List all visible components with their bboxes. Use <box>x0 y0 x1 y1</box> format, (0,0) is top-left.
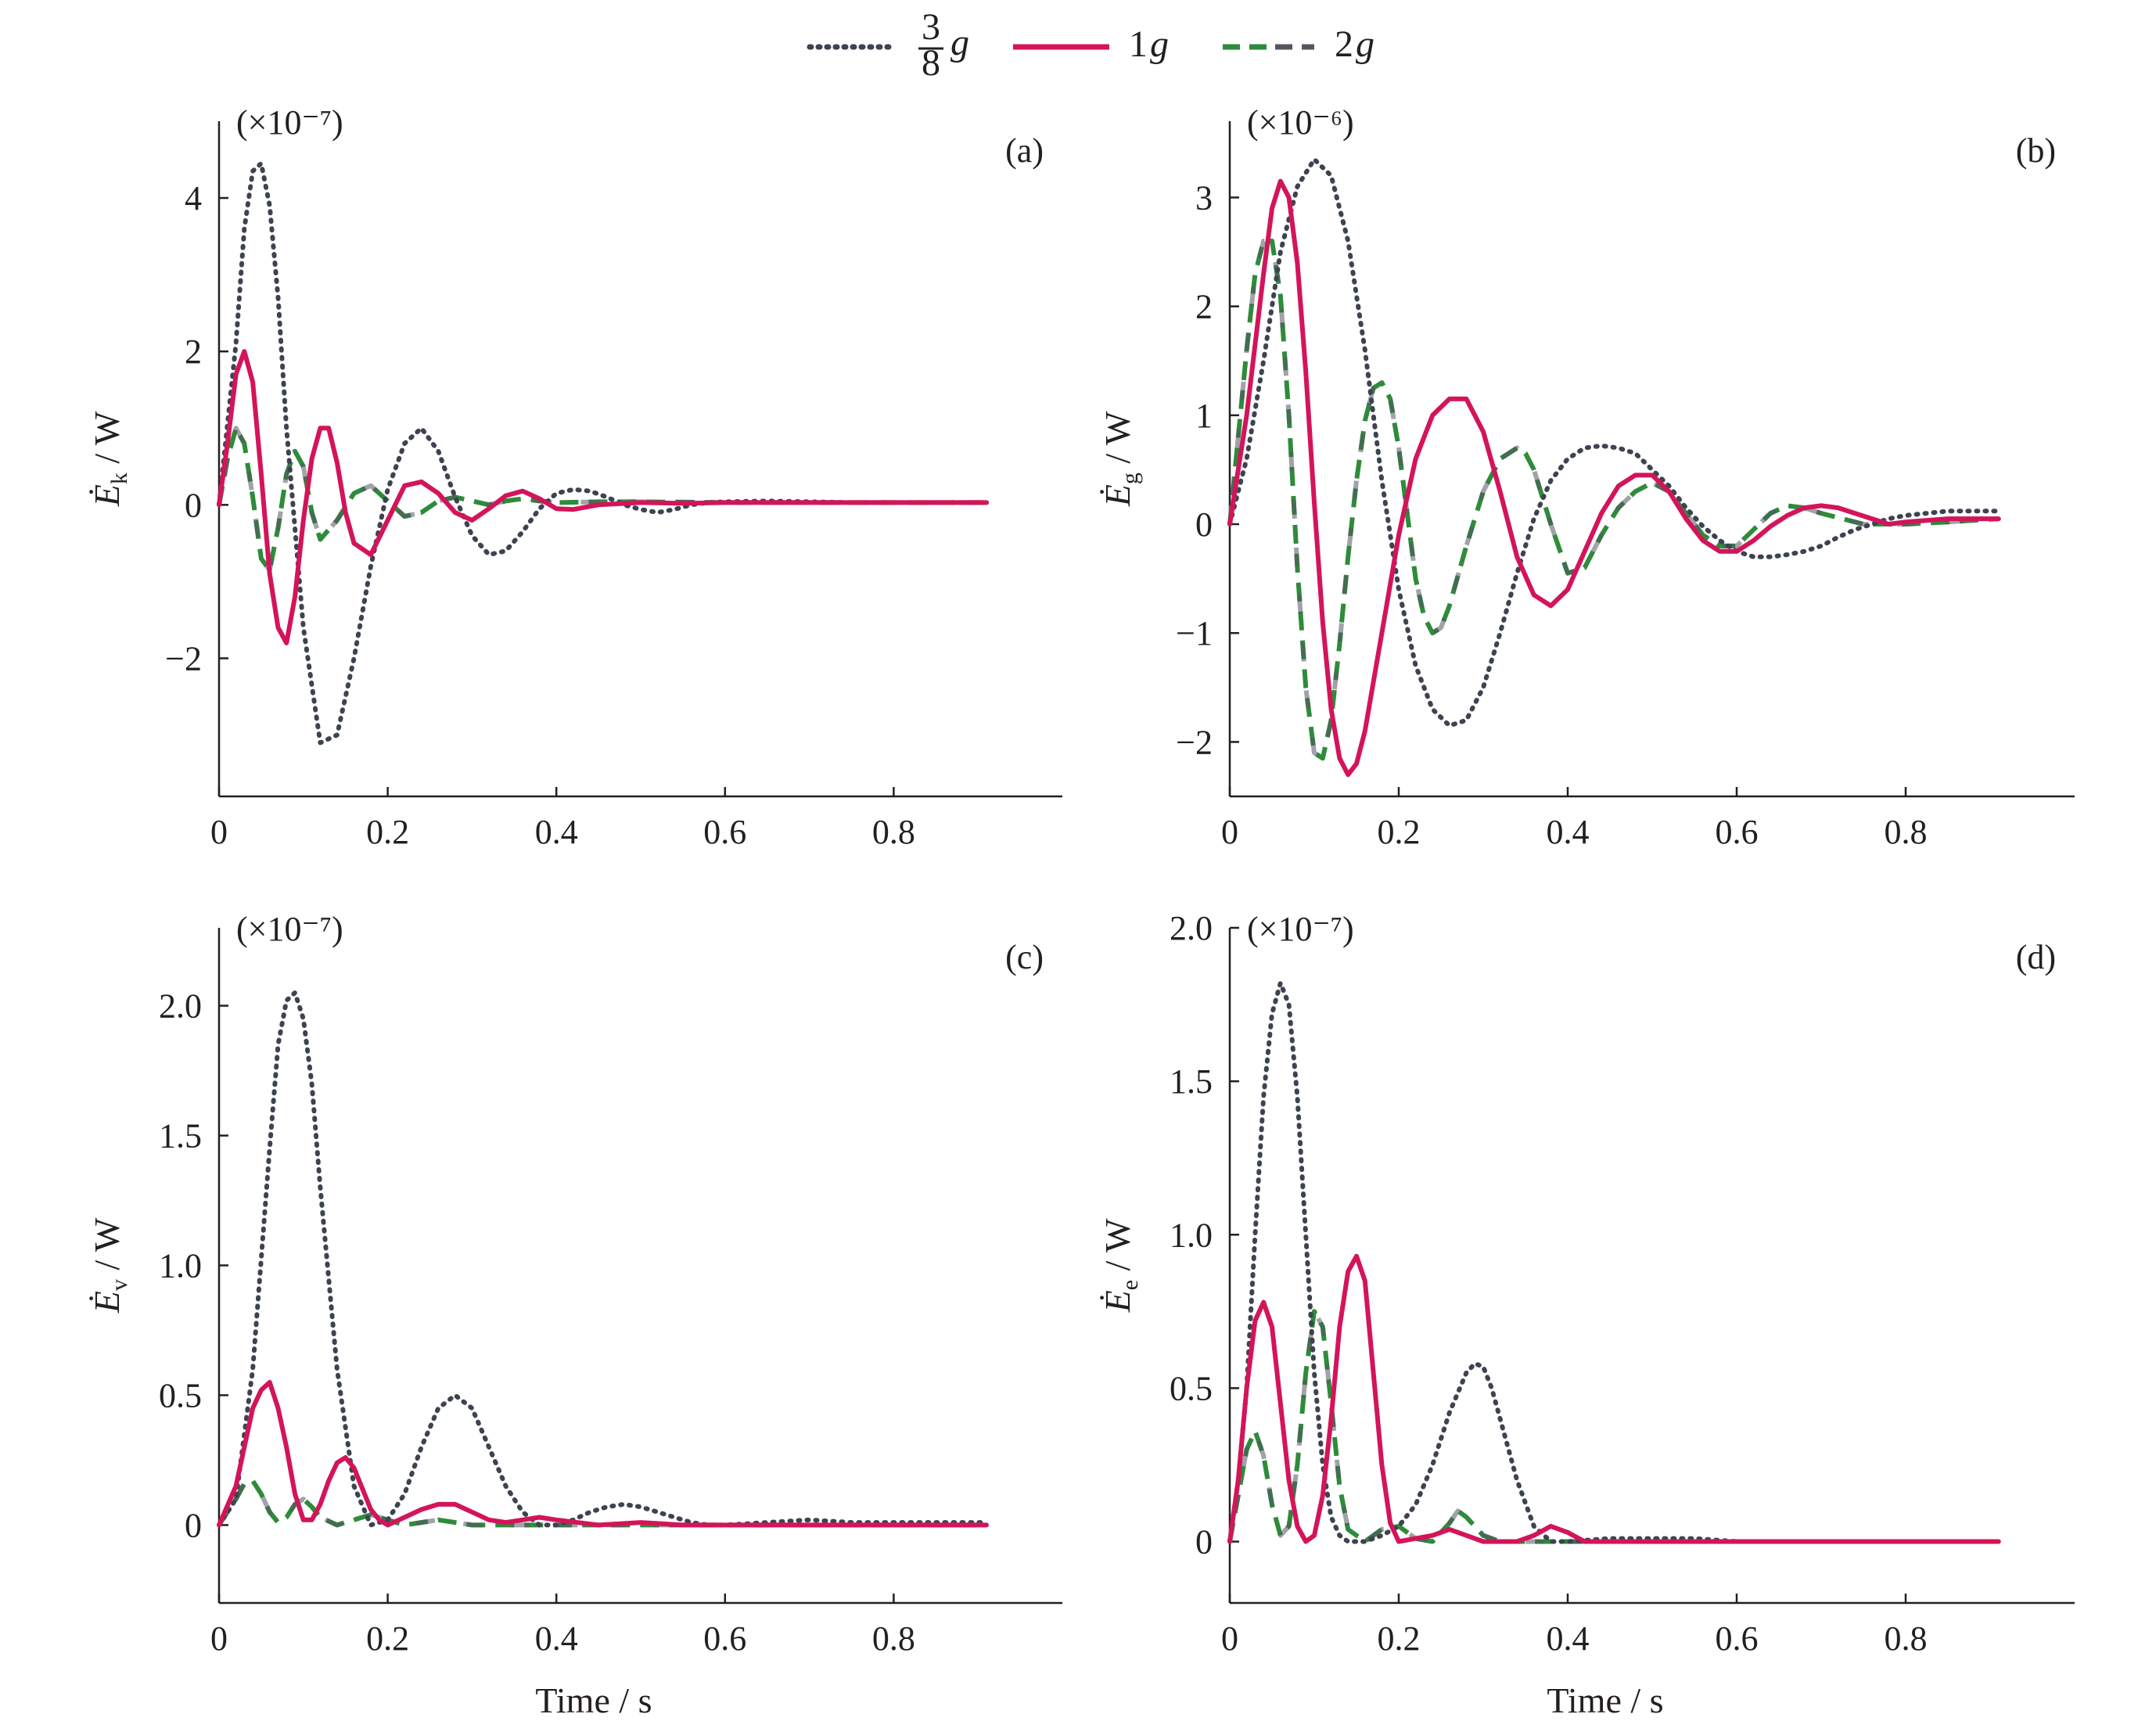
x-tick-label: 0.2 <box>366 813 409 851</box>
x-tick-label: 0.6 <box>1716 1619 1759 1658</box>
y-tick-label: 0 <box>1195 1523 1213 1561</box>
scale-label: (×10⁻⁷) <box>236 103 343 142</box>
x-tick-label: 0.4 <box>535 813 578 851</box>
series-line-s1 <box>217 1379 989 1528</box>
series-line-s38 <box>1227 980 2001 1544</box>
series-line-s1 <box>1227 1253 2001 1544</box>
y-tick-label: 1.5 <box>1170 1062 1213 1101</box>
series-line-s1 <box>1227 178 2001 778</box>
x-tick-label: 0 <box>1221 813 1238 851</box>
y-tick-label: −1 <box>1176 614 1213 652</box>
x-tick-label: 0.6 <box>703 813 746 851</box>
y-tick-label: 1.0 <box>1170 1216 1213 1254</box>
legend-label-s1-prefix: 1 <box>1129 23 1148 65</box>
x-axis-title: Time / s <box>535 1680 652 1720</box>
y-axis-title: Ėg / W <box>1098 411 1143 507</box>
legend-label-s2-suffix: g <box>1356 23 1374 65</box>
x-tick-label: 0 <box>210 813 228 851</box>
x-tick-label: 0.4 <box>1547 1619 1590 1658</box>
y-tick-label: 2.0 <box>159 987 202 1026</box>
y-tick-label: 0 <box>185 486 202 524</box>
panels: 0 0.2 0.4 0.6 0.8 −2 0 2 4 (×10⁻⁷) (a) Ėk / W 0 0.2 0.… <box>87 103 2075 1720</box>
x-tick-label: 0.6 <box>1716 813 1759 851</box>
y-tick-label: 2.0 <box>1170 909 1213 947</box>
legend-label-s1-suffix: g <box>1150 23 1169 65</box>
x-tick-label: 0.2 <box>366 1619 409 1658</box>
series-line-s1 <box>217 349 989 645</box>
series-line-s2 <box>217 426 986 573</box>
x-tick-label: 0.2 <box>1378 1619 1421 1658</box>
legend: 3 8 g 1 g 2 g <box>807 6 1374 84</box>
y-axis-title: Ėv / W <box>87 1217 132 1314</box>
y-tick-label: 4 <box>185 179 202 217</box>
panel-c: 0 0.2 0.4 0.6 0.8 0 0.5 1.0 1.5 2.0 (×10⁻⁷) (c) Ėv /… <box>87 910 1062 1720</box>
x-tick-label: 0.4 <box>1547 813 1590 851</box>
series-line-s2-shade <box>1227 239 1999 761</box>
y-tick-label: −2 <box>165 639 202 677</box>
panel-tag: (c) <box>1005 938 1044 976</box>
x-tick-label: 0.8 <box>872 1619 915 1658</box>
y-tick-label: 0.5 <box>1170 1369 1213 1407</box>
series-line-s38 <box>217 990 989 1528</box>
legend-label-s38-denominator: 8 <box>922 42 940 84</box>
scale-label: (×10⁻⁶) <box>1247 103 1354 142</box>
x-tick-label: 0.6 <box>703 1619 746 1658</box>
y-tick-label: 0.5 <box>159 1376 202 1414</box>
y-axis-title: Ėk / W <box>87 411 132 507</box>
series-line-s2 <box>1227 239 1999 761</box>
legend-label-s2-prefix: 2 <box>1335 23 1353 65</box>
panel-tag: (a) <box>1005 131 1044 170</box>
y-tick-label: 2 <box>185 332 202 371</box>
panel-tag: (d) <box>2016 938 2056 976</box>
panel-b: 0 0.2 0.4 0.6 0.8 −2 −1 0 1 2 3 (×10⁻⁶) (b) Ėg / W <box>1098 103 2075 851</box>
series-line-s2-shade <box>1227 1309 1999 1544</box>
x-tick-label: 0 <box>210 1619 228 1658</box>
x-axis-title: Time / s <box>1547 1680 1663 1720</box>
panel-a: 0 0.2 0.4 0.6 0.8 −2 0 2 4 (×10⁻⁷) (a) Ėk / W <box>87 103 1062 851</box>
y-tick-label: 2 <box>1195 288 1213 326</box>
scale-label: (×10⁻⁷) <box>236 910 343 948</box>
y-tick-label: 0 <box>1195 505 1213 544</box>
series-line-s2-shade <box>217 426 986 573</box>
y-tick-label: 3 <box>1195 178 1213 217</box>
x-tick-label: 0.8 <box>872 813 915 851</box>
x-tick-label: 0.4 <box>535 1619 578 1658</box>
y-tick-label: 1 <box>1195 397 1213 435</box>
y-tick-label: 0 <box>185 1506 202 1544</box>
x-tick-label: 0.2 <box>1378 813 1421 851</box>
y-axis-title: Ėe / W <box>1098 1218 1143 1313</box>
panel-d: 0 0.2 0.4 0.6 0.8 0 0.5 1.0 1.5 2.0 (×10⁻⁷) (d) Ėe /… <box>1098 909 2075 1720</box>
x-tick-label: 0.8 <box>1885 813 1928 851</box>
series-line-s38 <box>1227 156 2001 728</box>
series-line-s2-shade <box>217 1479 986 1528</box>
series-line-s2 <box>217 1479 986 1528</box>
panel-tag: (b) <box>2016 131 2056 170</box>
y-tick-label: −2 <box>1176 723 1213 761</box>
legend-label-s38-numerator: 3 <box>922 6 940 48</box>
scale-label: (×10⁻⁷) <box>1247 910 1354 948</box>
legend-label-s38-suffix: g <box>950 22 969 63</box>
x-tick-label: 0 <box>1221 1619 1238 1658</box>
x-tick-label: 0.8 <box>1885 1619 1928 1658</box>
y-tick-label: 1.0 <box>159 1247 202 1285</box>
y-tick-label: 1.5 <box>159 1117 202 1155</box>
